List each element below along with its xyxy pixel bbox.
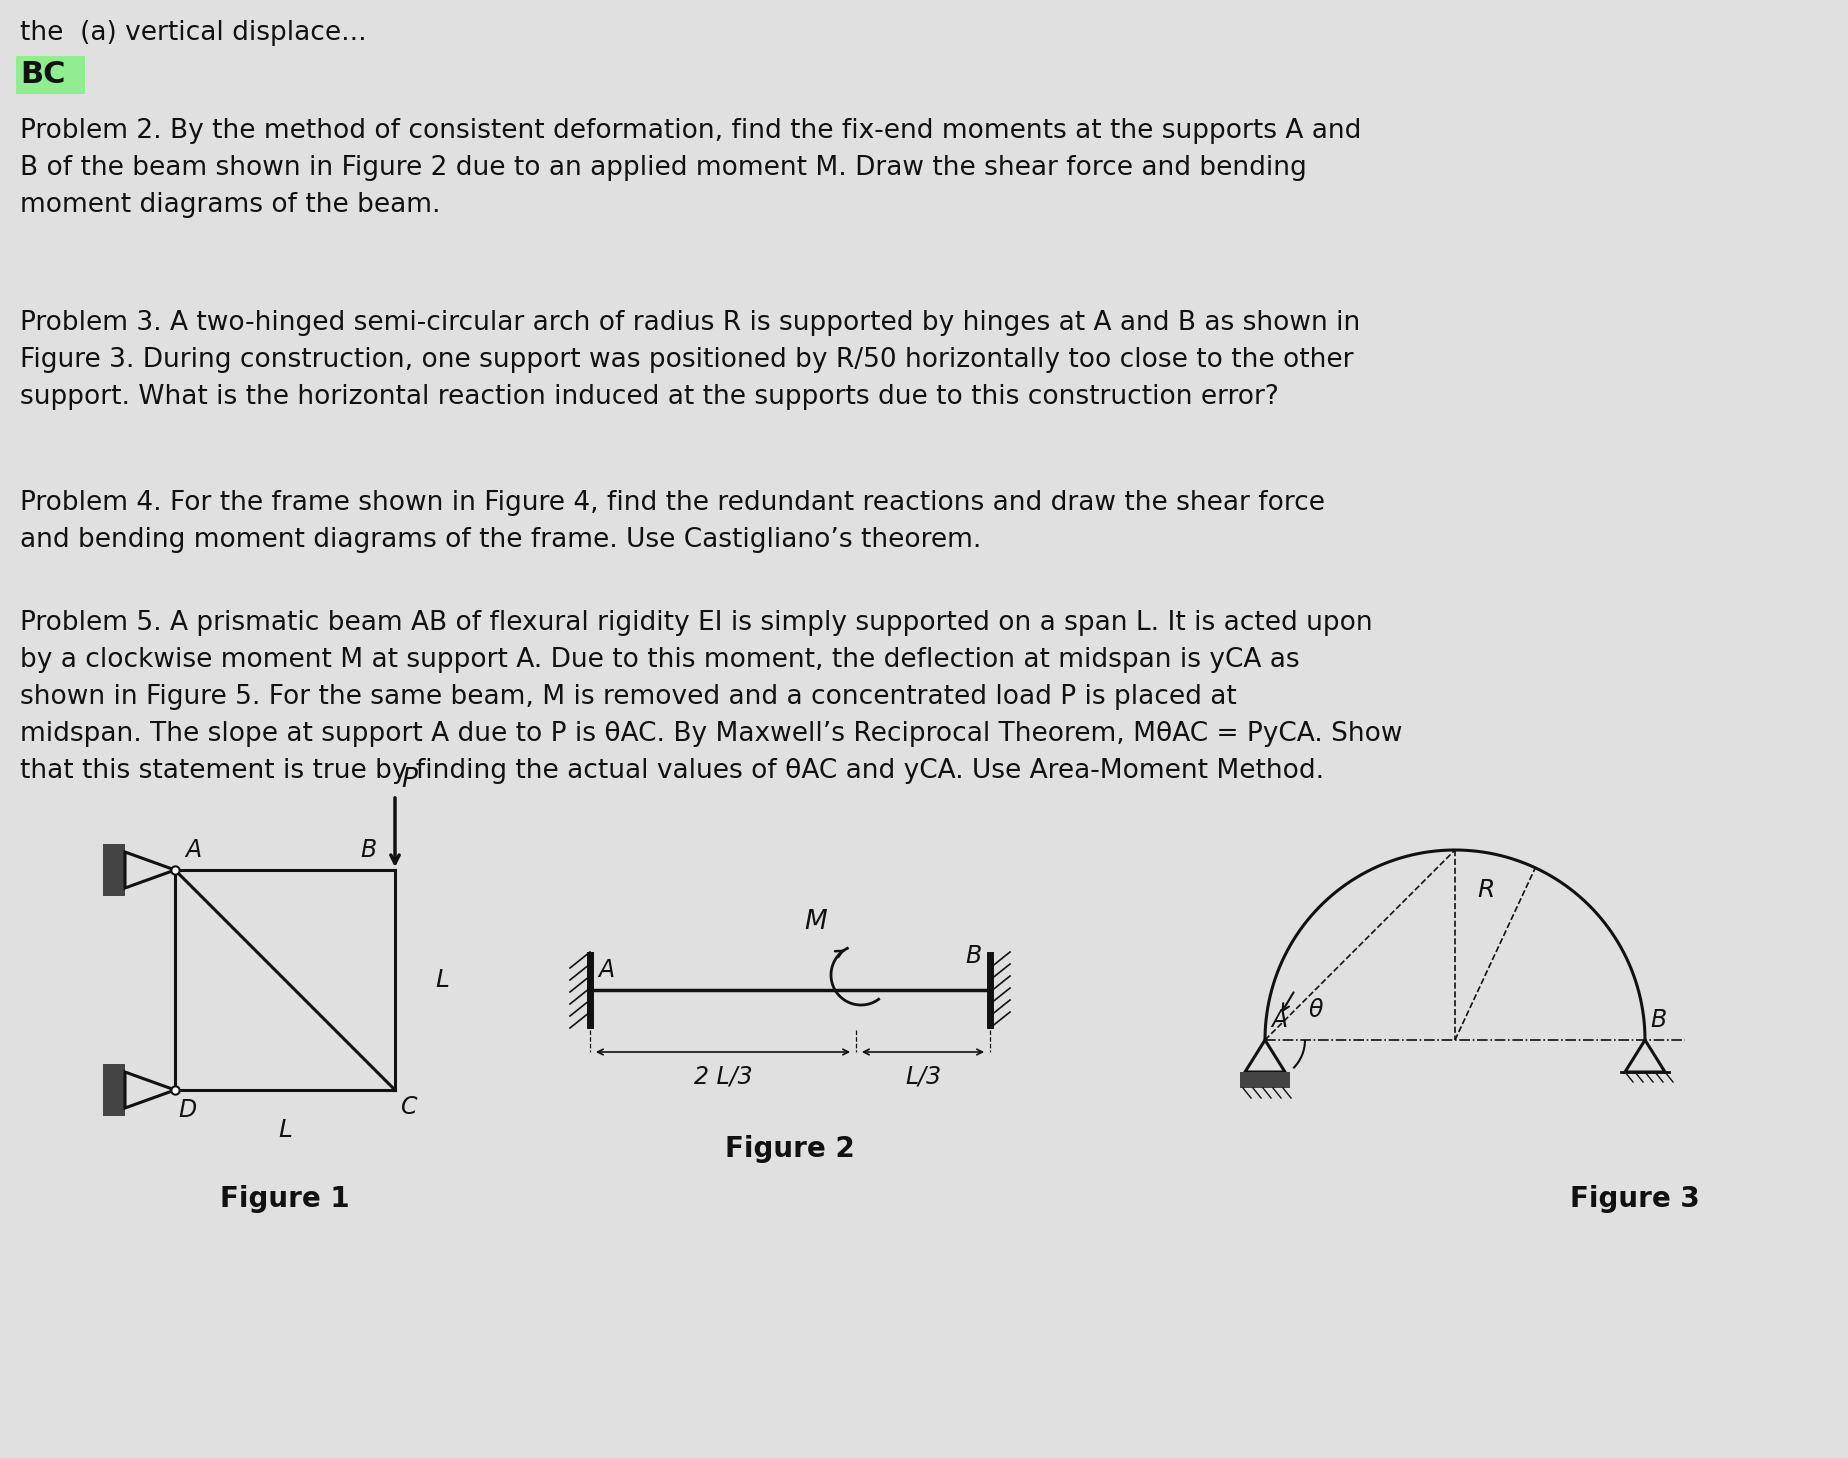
Text: θ: θ	[1308, 997, 1323, 1022]
Text: Problem 5. A prismatic beam AB of flexural rigidity EI is simply supported on a : Problem 5. A prismatic beam AB of flexur…	[20, 609, 1403, 784]
Text: Figure 2: Figure 2	[724, 1134, 856, 1163]
Text: D: D	[177, 1098, 196, 1123]
Text: P: P	[401, 767, 418, 793]
Text: Problem 2. By the method of consistent deformation, find the fix-end moments at : Problem 2. By the method of consistent d…	[20, 118, 1362, 219]
FancyBboxPatch shape	[1240, 1072, 1290, 1088]
Text: C: C	[401, 1095, 418, 1118]
Text: BC: BC	[20, 60, 65, 89]
Text: A: A	[599, 958, 614, 983]
FancyBboxPatch shape	[17, 55, 85, 93]
Text: L: L	[434, 968, 449, 991]
Text: L: L	[277, 1118, 292, 1142]
Text: the  (a) vertical displace...: the (a) vertical displace...	[20, 20, 366, 47]
Text: Problem 4. For the frame shown in Figure 4, find the redundant reactions and dra: Problem 4. For the frame shown in Figure…	[20, 490, 1325, 553]
FancyBboxPatch shape	[103, 844, 126, 897]
Text: Figure 1: Figure 1	[220, 1185, 349, 1213]
Text: R: R	[1477, 878, 1495, 903]
Text: B: B	[360, 838, 377, 862]
Text: L/3: L/3	[906, 1064, 941, 1088]
Text: A: A	[185, 838, 201, 862]
FancyBboxPatch shape	[103, 1064, 126, 1115]
Text: Problem 3. A two-hinged semi-circular arch of radius R is supported by hinges at: Problem 3. A two-hinged semi-circular ar…	[20, 311, 1360, 410]
Text: B: B	[965, 943, 981, 968]
Text: Figure 3: Figure 3	[1571, 1185, 1700, 1213]
Text: B: B	[1650, 1007, 1667, 1032]
Text: 2 L/3: 2 L/3	[693, 1064, 752, 1088]
Text: A: A	[1271, 1007, 1286, 1032]
Text: M: M	[804, 908, 828, 935]
